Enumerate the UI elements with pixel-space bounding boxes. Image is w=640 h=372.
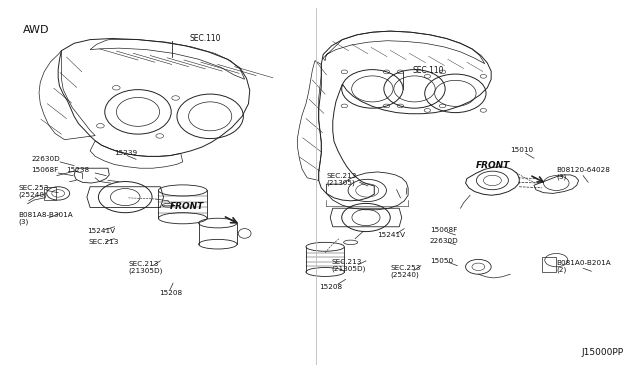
Text: 22630D: 22630D xyxy=(31,156,60,162)
Text: 15010: 15010 xyxy=(510,147,533,153)
Text: J15000PP: J15000PP xyxy=(581,348,623,357)
Text: 15050: 15050 xyxy=(430,258,453,264)
Text: SEC.253
(25240): SEC.253 (25240) xyxy=(390,266,420,279)
Text: SEC.213: SEC.213 xyxy=(89,239,119,245)
Text: 15068F: 15068F xyxy=(31,167,59,173)
Bar xyxy=(44,187,56,200)
Text: 15208: 15208 xyxy=(319,284,342,290)
Text: SEC.213
(21305D): SEC.213 (21305D) xyxy=(332,259,366,272)
Text: 22630D: 22630D xyxy=(430,238,459,244)
Text: SEC.110: SEC.110 xyxy=(189,34,221,43)
Text: SEC.213
(21305): SEC.213 (21305) xyxy=(326,173,356,186)
Text: FRONT: FRONT xyxy=(170,202,204,211)
Text: 15238: 15238 xyxy=(67,167,90,173)
Bar xyxy=(542,257,556,272)
Text: 15208: 15208 xyxy=(159,291,182,296)
Text: 15241V: 15241V xyxy=(87,228,115,234)
Text: SEC.213
(21305D): SEC.213 (21305D) xyxy=(129,261,163,274)
Text: SEC.253
(25240): SEC.253 (25240) xyxy=(19,185,49,198)
Text: AWD: AWD xyxy=(23,25,49,35)
Text: 15241V: 15241V xyxy=(378,232,406,238)
Text: SEC.110: SEC.110 xyxy=(413,66,444,75)
Text: B08120-64028
(3): B08120-64028 (3) xyxy=(556,167,610,180)
Text: 15068F: 15068F xyxy=(430,227,457,233)
Text: B081A8-B301A
(3): B081A8-B301A (3) xyxy=(19,212,74,225)
Text: 15239: 15239 xyxy=(115,150,138,155)
Text: FRONT: FRONT xyxy=(476,161,510,170)
Text: B081A0-B201A
(2): B081A0-B201A (2) xyxy=(556,260,611,273)
